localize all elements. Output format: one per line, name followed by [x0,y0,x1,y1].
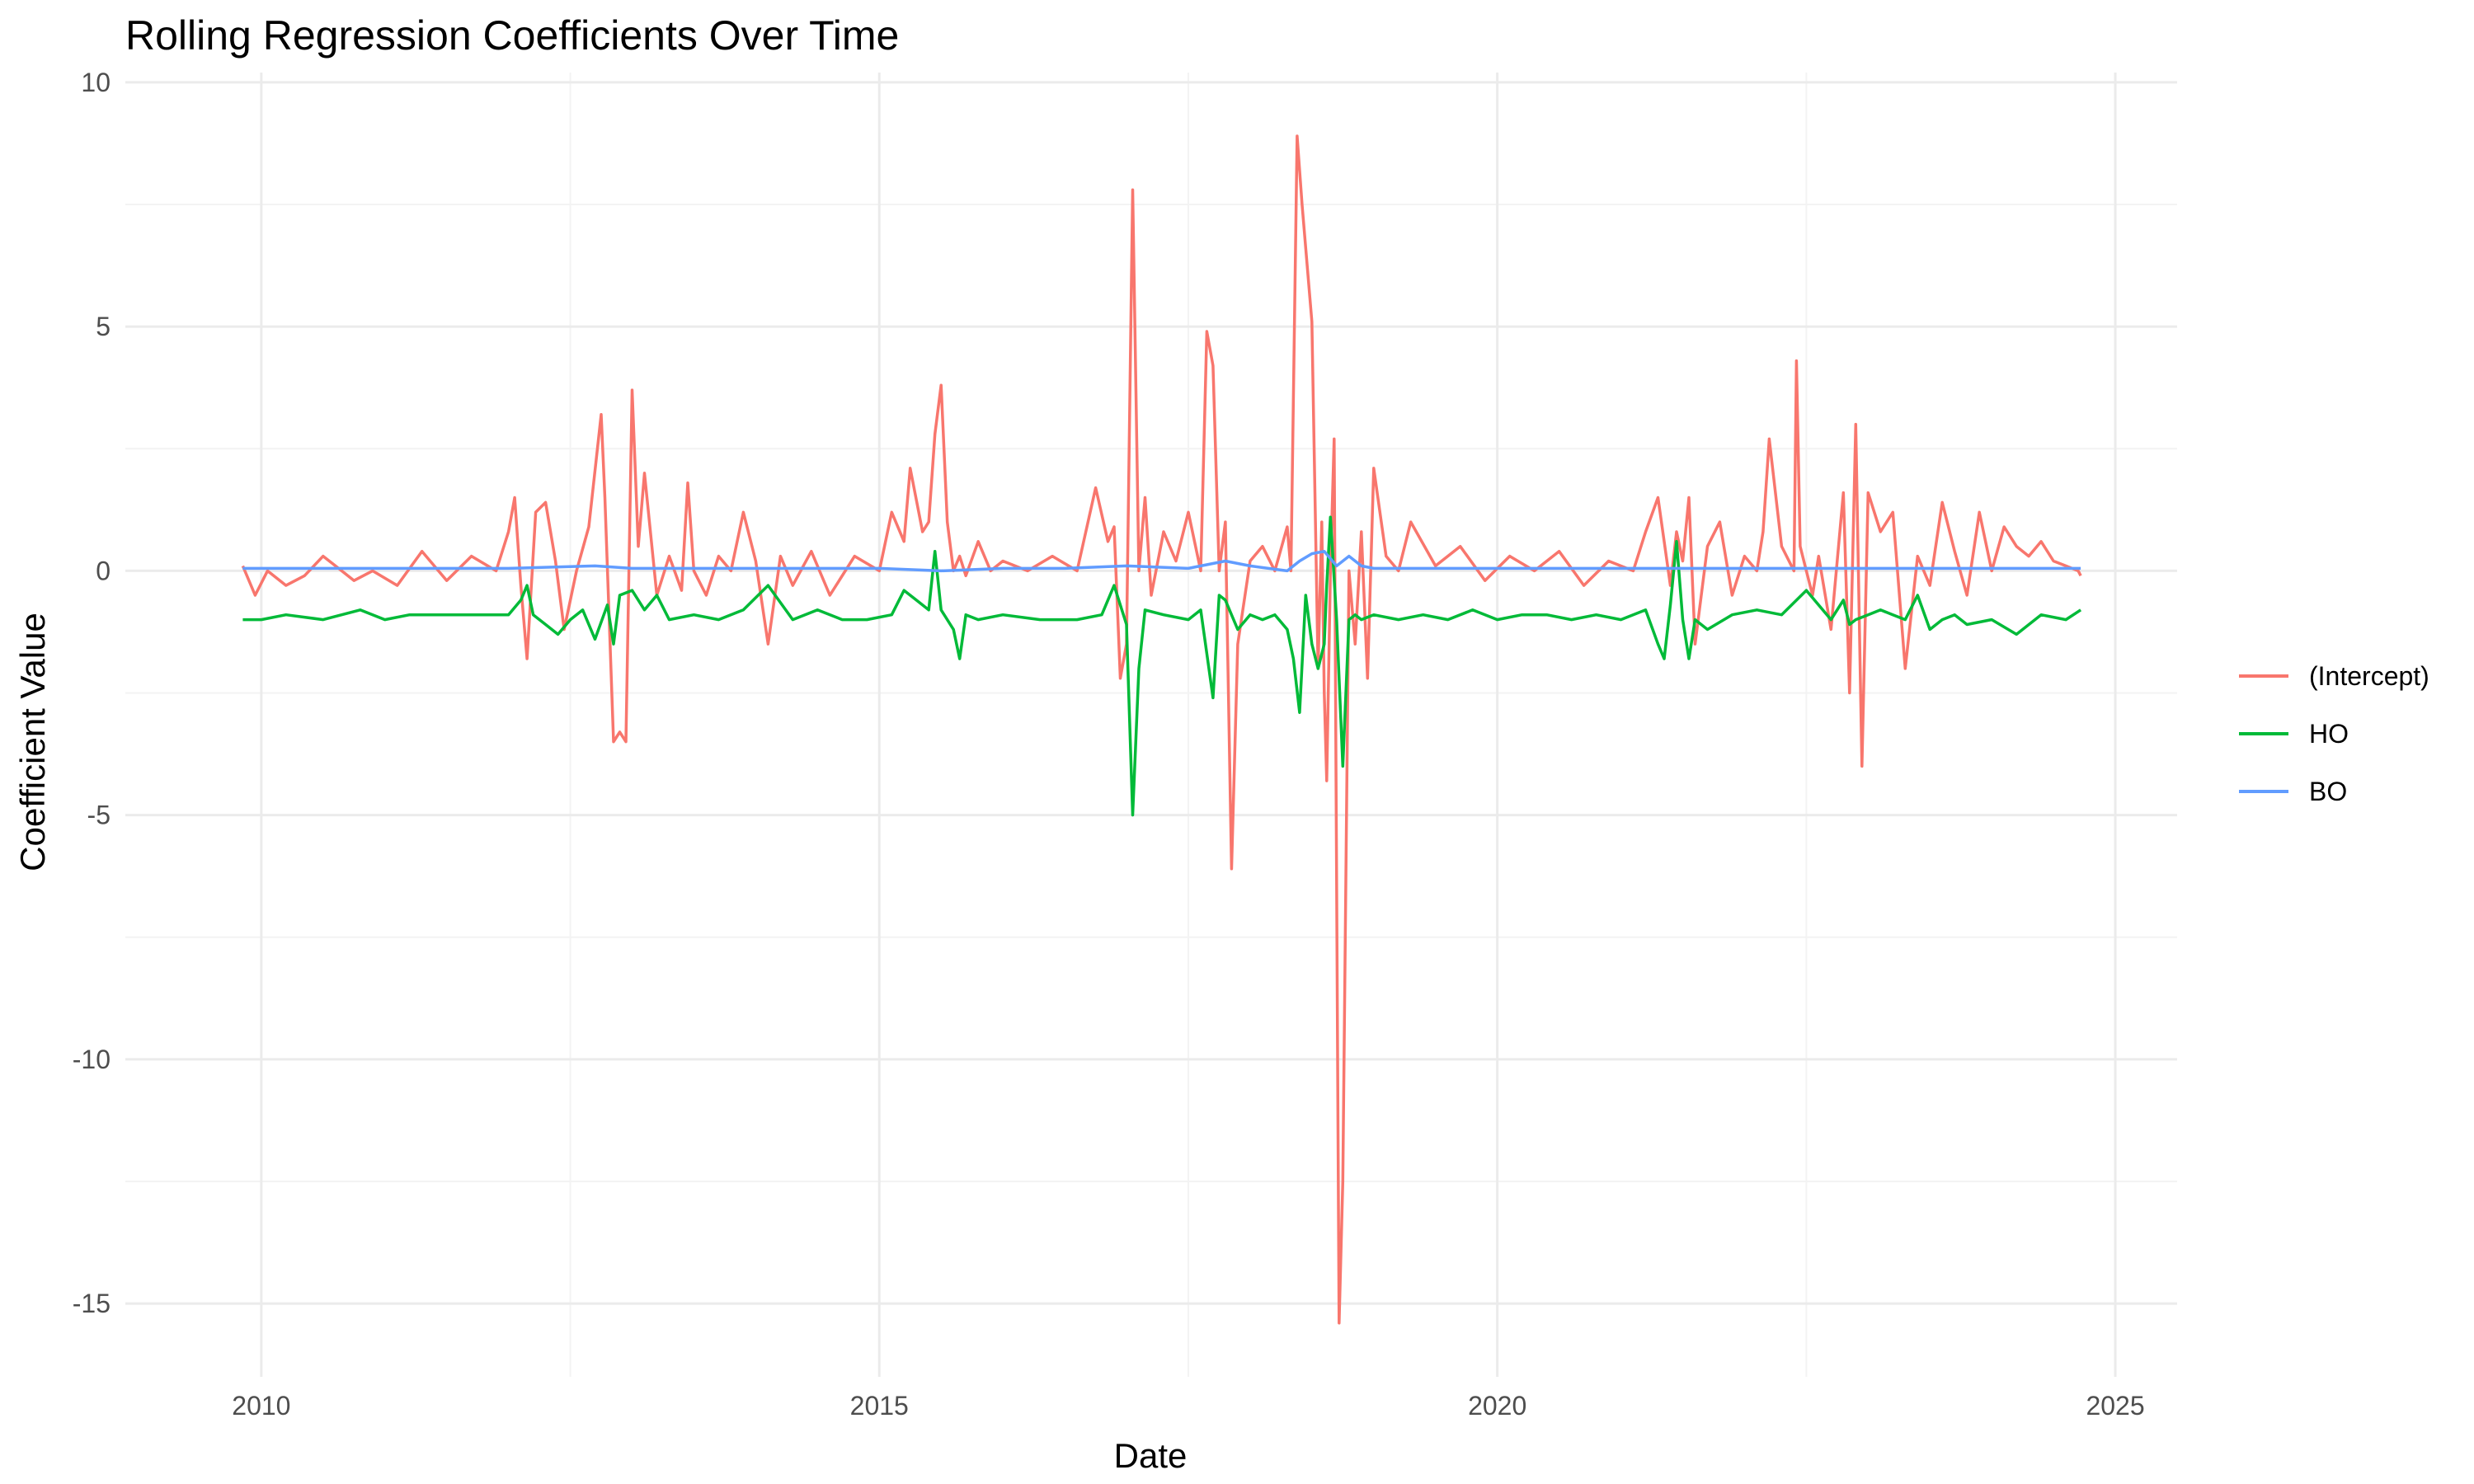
series-lines [241,134,2082,1325]
x-axis-title: Date [1114,1436,1188,1475]
legend-label-intercept: (Intercept) [2309,661,2429,691]
series-line-bo [242,549,2081,573]
x-tick-labels: 2010 2015 2020 2025 [232,1391,2144,1421]
y-tick-label: 5 [96,312,111,341]
y-axis-title: Coefficient Value [13,613,52,871]
legend-label-ho: HO [2309,719,2349,749]
y-tick-label: -15 [73,1289,111,1318]
y-tick-label: 10 [81,68,111,97]
grid-lines [125,73,2177,1377]
x-tick-label: 2010 [232,1391,290,1421]
y-tick-labels: 10 5 0 -5 -10 -15 [73,68,111,1318]
legend: (Intercept) HO BO [2239,661,2429,806]
chart-title: Rolling Regression Coefficients Over Tim… [125,12,899,59]
y-tick-label: -5 [87,801,111,830]
series-line-ho [242,515,2082,817]
x-tick-label: 2020 [1468,1391,1526,1421]
y-tick-label: -10 [73,1045,111,1074]
legend-label-bo: BO [2309,777,2347,806]
y-tick-label: 0 [96,556,111,585]
x-tick-label: 2015 [850,1391,909,1421]
x-tick-label: 2025 [2086,1391,2144,1421]
series-line-intercept [241,134,2082,1325]
